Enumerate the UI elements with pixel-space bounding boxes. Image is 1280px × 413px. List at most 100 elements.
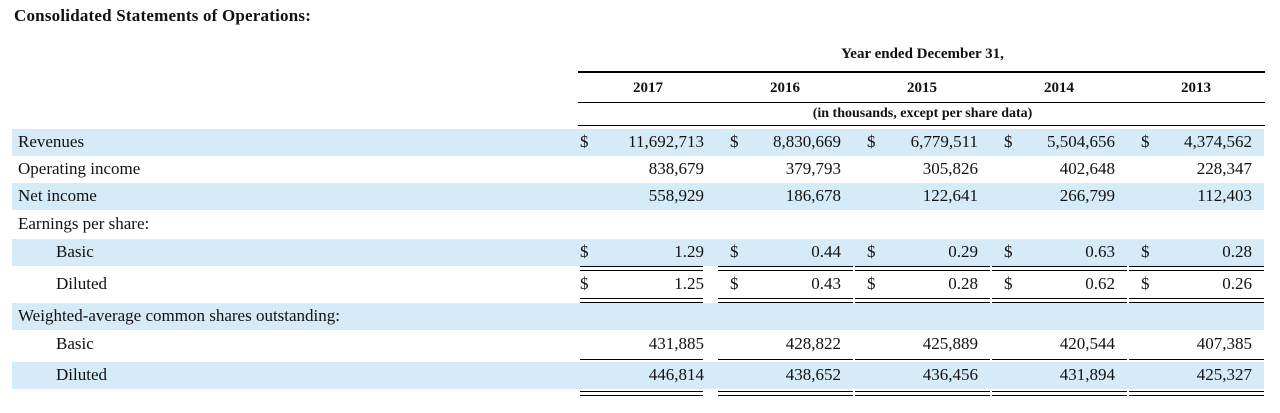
currency-symbol: $ (867, 132, 876, 151)
single-underline (855, 359, 990, 360)
value-2016: 0.44 (811, 242, 841, 261)
value-2017: 1.25 (674, 274, 704, 293)
value-2013: 407,385 (1196, 334, 1252, 353)
row-label: Operating income (18, 159, 141, 178)
currency-symbol: $ (580, 274, 589, 293)
value-2016: 186,678 (785, 186, 841, 205)
row-eps-basic: Basic $ 1.29 $ 0.44 $ 0.29 $ 0.63 $ 0.28 (12, 239, 1264, 266)
row-label: Diluted (56, 365, 107, 384)
double-underline (718, 266, 853, 271)
value-2015: 305,826 (922, 159, 978, 178)
value-2017: 431,885 (648, 334, 704, 353)
double-underline (855, 266, 990, 271)
double-underline (992, 391, 1127, 396)
value-2016: 428,822 (785, 334, 841, 353)
row-revenues: Revenues $ 11,692,713 $ 8,830,669 $ 6,77… (12, 129, 1264, 156)
value-2013: 425,327 (1196, 365, 1252, 384)
row-label: Revenues (18, 132, 85, 151)
year-2014: 2014 (1044, 80, 1074, 96)
single-underline (992, 359, 1127, 360)
statement-title: Consolidated Statements of Operations: (14, 6, 312, 25)
currency-symbol: $ (1004, 132, 1013, 151)
value-2016: 438,652 (785, 365, 841, 384)
value-2017: 1.29 (674, 242, 704, 261)
row-label: Basic (56, 334, 94, 353)
row-label: Diluted (56, 274, 107, 293)
year-2016: 2016 (770, 80, 800, 96)
period-header: Year ended December 31, (841, 46, 1004, 62)
value-2014: 5,504,656 (1047, 132, 1115, 151)
double-underline (992, 266, 1127, 271)
row-shares-diluted: Diluted 446,814 438,652 436,456 431,894 … (12, 362, 1264, 389)
value-2015: 436,456 (922, 365, 978, 384)
currency-symbol: $ (730, 242, 739, 261)
header-rule-top (578, 71, 1265, 73)
value-2014: 402,648 (1059, 159, 1115, 178)
currency-symbol: $ (1141, 274, 1150, 293)
double-underline (580, 298, 703, 303)
value-2017: 558,929 (648, 186, 704, 205)
single-underline (1129, 359, 1264, 360)
double-underline (855, 391, 990, 396)
value-2015: 122,641 (922, 186, 978, 205)
currency-symbol: $ (730, 132, 739, 151)
double-underline (855, 298, 990, 303)
double-underline (718, 298, 853, 303)
double-underline (1129, 298, 1264, 303)
currency-symbol: $ (867, 242, 876, 261)
currency-symbol: $ (867, 274, 876, 293)
value-2015: 0.28 (948, 274, 978, 293)
double-underline (580, 266, 703, 271)
value-2013: 4,374,562 (1184, 132, 1252, 151)
header-rule-bottom (578, 125, 1265, 126)
value-2014: 266,799 (1059, 186, 1115, 205)
value-2014: 420,544 (1059, 334, 1115, 353)
value-2016: 8,830,669 (773, 132, 841, 151)
double-underline (1129, 266, 1264, 271)
value-2016: 0.43 (811, 274, 841, 293)
single-underline (580, 359, 703, 360)
row-weighted-average-section: Weighted-average common shares outstandi… (12, 303, 1264, 330)
row-operating-income: Operating income 838,679 379,793 305,826… (12, 156, 1264, 183)
currency-symbol: $ (1004, 274, 1013, 293)
single-underline (718, 359, 853, 360)
value-2016: 379,793 (785, 159, 841, 178)
value-2014: 0.63 (1085, 242, 1115, 261)
value-2014: 431,894 (1059, 365, 1115, 384)
value-2017: 446,814 (648, 365, 704, 384)
year-2015: 2015 (907, 80, 937, 96)
currency-symbol: $ (580, 242, 589, 261)
row-label: Net income (18, 186, 97, 205)
double-underline (1129, 391, 1264, 396)
value-2014: 0.62 (1085, 274, 1115, 293)
year-header-row: 2017 2016 2015 2014 2013 (0, 76, 1280, 101)
section-label: Weighted-average common shares outstandi… (18, 306, 341, 325)
double-underline (992, 298, 1127, 303)
double-underline (718, 391, 853, 396)
section-label: Earnings per share: (18, 214, 150, 233)
row-eps-diluted: Diluted $ 1.25 $ 0.43 $ 0.28 $ 0.62 $ 0.… (12, 271, 1264, 298)
currency-symbol: $ (580, 132, 589, 151)
double-underline (580, 391, 703, 396)
value-2013: 112,403 (1197, 186, 1252, 205)
value-2017: 838,679 (648, 159, 704, 178)
row-shares-basic: Basic 431,885 428,822 425,889 420,544 40… (12, 331, 1264, 358)
currency-symbol: $ (1141, 132, 1150, 151)
unit-note: (in thousands, except per share data) (812, 106, 1033, 121)
year-2017: 2017 (633, 80, 663, 96)
row-label: Basic (56, 242, 94, 261)
value-2013: 228,347 (1196, 159, 1252, 178)
value-2013: 0.26 (1222, 274, 1252, 293)
row-net-income: Net income 558,929 186,678 122,641 266,7… (12, 183, 1264, 210)
currency-symbol: $ (730, 274, 739, 293)
header-rule-mid (578, 102, 1265, 103)
value-2015: 0.29 (948, 242, 978, 261)
value-2015: 425,889 (922, 334, 978, 353)
currency-symbol: $ (1141, 242, 1150, 261)
currency-symbol: $ (1004, 242, 1013, 261)
value-2013: 0.28 (1222, 242, 1252, 261)
year-2013: 2013 (1181, 80, 1211, 96)
row-eps-section: Earnings per share: (12, 211, 1264, 238)
value-2017: 11,692,713 (628, 132, 704, 151)
value-2015: 6,779,511 (910, 132, 978, 151)
